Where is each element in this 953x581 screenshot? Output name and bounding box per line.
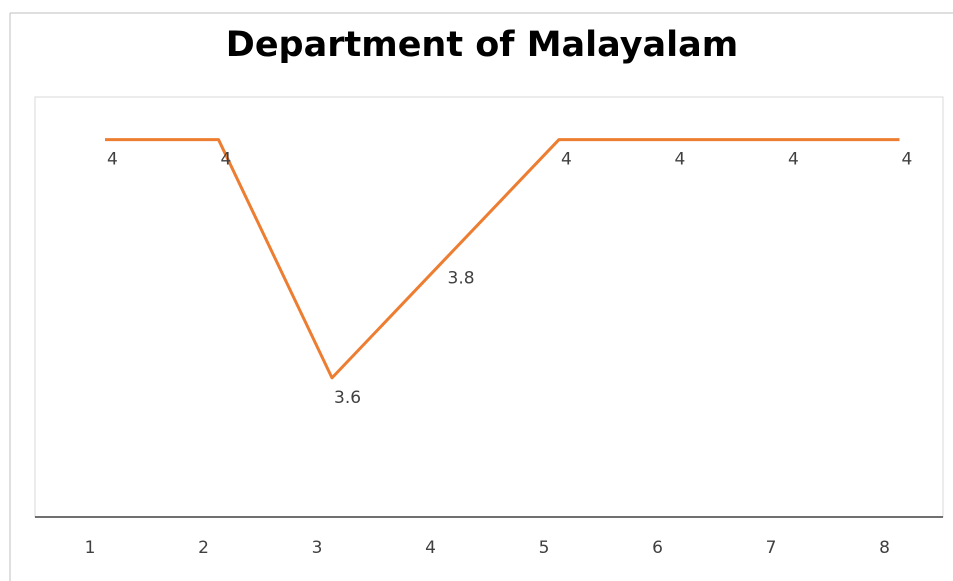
- data-label: 4: [902, 150, 913, 170]
- x-tick-label: 4: [425, 538, 436, 558]
- line-series: [105, 138, 900, 380]
- x-tick-label: 3: [312, 538, 323, 558]
- x-tick-label: 5: [539, 538, 550, 558]
- chart-title: Department of Malayalam: [226, 25, 738, 65]
- x-tick-label: 7: [766, 538, 777, 558]
- data-label: 4: [561, 150, 572, 170]
- data-label: 3.8: [448, 269, 475, 289]
- data-label: 4: [221, 150, 232, 170]
- x-tick-label: 6: [652, 538, 663, 558]
- x-tick-label: 2: [198, 538, 209, 558]
- x-tick-label: 8: [879, 538, 890, 558]
- x-tick-label: 1: [85, 538, 96, 558]
- data-label: 4: [107, 150, 118, 170]
- data-label: 3.6: [334, 388, 361, 408]
- data-label: 4: [788, 150, 799, 170]
- data-label: 4: [675, 150, 686, 170]
